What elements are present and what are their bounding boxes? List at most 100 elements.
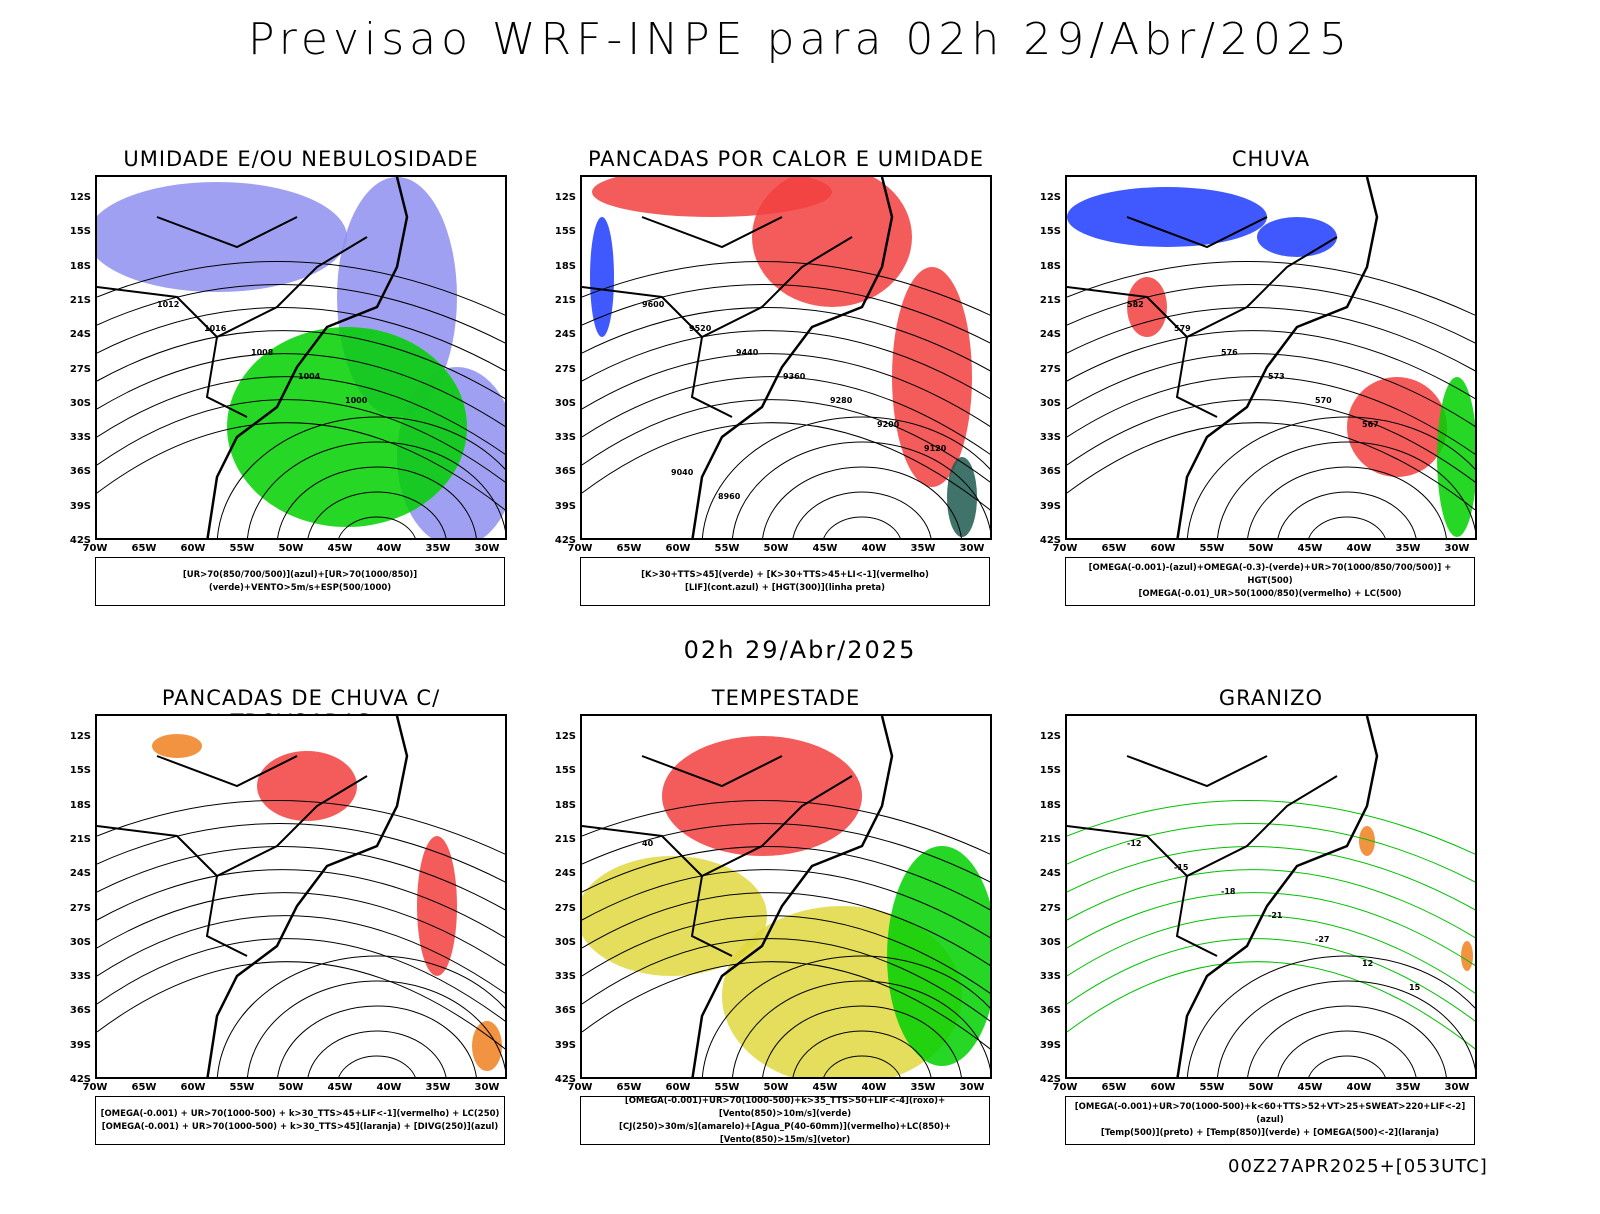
panel-title: GRANIZO	[1218, 686, 1324, 710]
latitude-label: 21S	[554, 833, 576, 845]
longitude-label: 50W	[278, 1082, 304, 1093]
latitude-label: 21S	[69, 294, 91, 306]
contour-ring	[823, 1055, 901, 1077]
legend-line: [OMEGA(-0.001) + UR>70(1000-500) + k>30_…	[100, 1108, 500, 1119]
longitude-label: 30W	[474, 543, 500, 554]
longitude-label: 60W	[665, 543, 691, 554]
contour-ring	[701, 416, 990, 538]
map-canvas	[97, 716, 505, 1077]
longitude-label: 65W	[131, 1082, 157, 1093]
contour-ring	[1247, 1005, 1447, 1077]
longitude-label: 60W	[180, 543, 206, 554]
contour-ring	[1217, 980, 1475, 1077]
longitude-label: 45W	[812, 1082, 838, 1093]
latitude-label: 33S	[1039, 971, 1061, 983]
contour-label: 576	[1221, 348, 1238, 357]
longitude-label: 30W	[1444, 543, 1470, 554]
latitude-label: 30S	[69, 397, 91, 409]
panel-title: CHUVA	[1231, 147, 1311, 171]
latitude-label: 36S	[69, 466, 91, 478]
map-canvas: 40	[582, 716, 990, 1077]
contour-ring	[1308, 1055, 1386, 1077]
contour-label: 12	[1362, 959, 1373, 968]
latitude-label: 30S	[554, 397, 576, 409]
coastline	[1176, 177, 1379, 538]
latitude-label: 33S	[69, 971, 91, 983]
panel-legend: [UR>70(850/700/500)](azul)+[UR>70(1000/8…	[95, 557, 505, 606]
longitude-label: 35W	[1395, 543, 1421, 554]
field-area	[1127, 277, 1167, 337]
contour-line	[1067, 938, 1475, 1022]
latitude-label: 24S	[69, 868, 91, 880]
latitude-label: 21S	[69, 833, 91, 845]
contour-line	[582, 869, 990, 939]
contour-label: 9040	[671, 468, 694, 477]
contour-ring	[1217, 441, 1475, 538]
longitude-label: 65W	[616, 1082, 642, 1093]
longitude-label: 60W	[665, 1082, 691, 1093]
contour-line	[582, 376, 990, 455]
longitude-label: 45W	[327, 1082, 353, 1093]
weather-map: 9600 9520 9440 9360 9280 9200 9120 9040 8960	[580, 175, 992, 540]
longitude-label: 55W	[229, 1082, 255, 1093]
longitude-label: 45W	[1297, 1082, 1323, 1093]
contour-ring	[762, 1005, 962, 1077]
contour-label: -18	[1221, 887, 1236, 896]
latitude-label: 36S	[69, 1005, 91, 1017]
longitude-label: 70W	[1052, 543, 1078, 554]
longitude-label: 55W	[1199, 1082, 1225, 1093]
page-title: Previsao WRF-INPE para 02h 29/Abr/2025	[247, 14, 1352, 65]
latitude-label: 30S	[1039, 397, 1061, 409]
latitude-label: 15S	[554, 765, 576, 777]
latitude-label: 39S	[1039, 500, 1061, 512]
contour-label: 9280	[830, 396, 853, 405]
contour-ring	[1308, 516, 1386, 538]
contour-label: 1012	[157, 300, 179, 309]
panel-hail: GRANIZO -12 -15 -18 -21 -27 12 15 12S 15S 18S 21S 24…	[1025, 686, 1505, 1214]
contour-line	[582, 422, 990, 511]
longitude-label: 70W	[567, 543, 593, 554]
contour-label: 9520	[689, 324, 712, 333]
map-canvas: -12 -15 -18 -21 -27 12 15	[1067, 716, 1475, 1077]
contour-ring	[1277, 491, 1417, 538]
latitude-label: 12S	[554, 192, 576, 203]
contour-line	[97, 399, 505, 483]
contour-ring	[216, 416, 505, 538]
longitude-label: 45W	[812, 543, 838, 554]
latitude-label: 39S	[554, 500, 576, 512]
border-line	[1067, 755, 1338, 957]
longitude-label: 40W	[1346, 1082, 1372, 1093]
longitude-label: 50W	[1248, 1082, 1274, 1093]
border-line	[1067, 216, 1338, 418]
field-area	[662, 736, 862, 856]
contour-ring	[277, 466, 477, 538]
longitude-label: 55W	[229, 543, 255, 554]
weather-map: 1012 1016 1008 1004 1000	[95, 175, 507, 540]
longitude-label: 40W	[376, 543, 402, 554]
panel-title: PANCADAS POR CALOR E UMIDADE	[587, 147, 985, 171]
longitude-label: 30W	[1444, 1082, 1470, 1093]
longitude-label: 70W	[82, 1082, 108, 1093]
latitude-label: 18S	[1039, 799, 1061, 811]
contour-line	[582, 961, 990, 1050]
contour-line	[1067, 422, 1475, 511]
legend-line: [K>30+TTS>45](verde) + [K>30+TTS>45+LI<-…	[641, 569, 929, 580]
legend-line: [OMEGA(-0.001)+UR>70(1000-500)+k<60+TTS>…	[1074, 1102, 1466, 1125]
latitude-label: 42S	[69, 1074, 91, 1085]
latitude-label: 39S	[1039, 1039, 1061, 1051]
longitude-label: 45W	[327, 543, 353, 554]
longitude-label: 40W	[1346, 543, 1372, 554]
latitude-label: 24S	[554, 329, 576, 341]
latitude-label: 27S	[554, 902, 576, 914]
longitude-label: 30W	[959, 543, 985, 554]
coastline	[206, 177, 409, 538]
longitude-label: 30W	[959, 1082, 985, 1093]
latitude-label: 21S	[1039, 294, 1061, 306]
longitude-label: 60W	[1150, 1082, 1176, 1093]
latitude-label: 24S	[1039, 329, 1061, 341]
coastline	[1176, 716, 1379, 1077]
contour-label: 1004	[298, 372, 321, 381]
longitude-label: 70W	[82, 543, 108, 554]
longitude-label: 70W	[1052, 1082, 1078, 1093]
field-area	[590, 217, 614, 337]
